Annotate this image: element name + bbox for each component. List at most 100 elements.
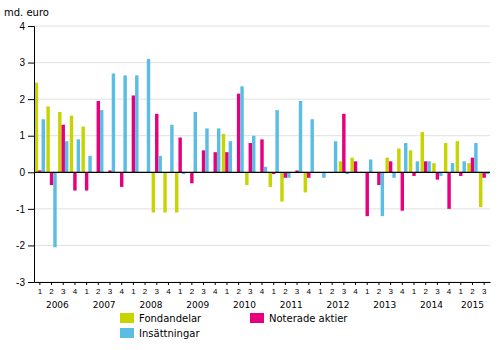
tick-label: 1 [38, 287, 43, 296]
tick-mark [297, 282, 298, 285]
bar [275, 110, 278, 172]
tick-label: 3 [201, 287, 206, 296]
x-tick: 1 [38, 282, 43, 296]
x-tick: 4 [307, 282, 312, 296]
x-tick: 3 [108, 282, 113, 296]
x-tick: 2 [330, 282, 335, 296]
x-tick: 1 [412, 282, 417, 296]
tick-mark [180, 282, 181, 285]
tick-label: 2 [96, 287, 101, 296]
bar [170, 125, 173, 173]
x-tick: 4 [353, 282, 358, 296]
tick-mark [472, 282, 473, 285]
tick-label: 3 [155, 287, 160, 296]
bar [421, 132, 424, 172]
bar [467, 163, 470, 172]
group-label: 2008 [139, 300, 162, 310]
x-tick: 2 [377, 282, 382, 296]
group-label: 2011 [280, 300, 303, 310]
y-tick: 0 [19, 167, 34, 178]
grid-line [34, 62, 490, 63]
bar [205, 128, 208, 172]
tick-mark [145, 282, 146, 285]
tick-label: 2 [330, 287, 335, 296]
bar [222, 134, 225, 172]
x-tick: 3 [482, 282, 487, 296]
bar [334, 141, 337, 172]
bars [35, 59, 490, 247]
bar [304, 172, 307, 192]
x-tick: 3 [201, 282, 206, 296]
bar [377, 172, 380, 185]
y-tick: -2 [16, 240, 34, 251]
x-tick: 4 [260, 282, 265, 296]
bar [245, 172, 248, 185]
bar [456, 141, 459, 172]
y-tick: -3 [16, 277, 34, 288]
tick-mark [63, 282, 64, 285]
tick-label: 1 [318, 287, 323, 296]
tick-mark [425, 282, 426, 285]
x-tick: 2 [423, 282, 428, 296]
bar [53, 172, 56, 247]
tick-label: 4 [73, 287, 78, 296]
bar [471, 158, 474, 173]
bar [214, 152, 217, 172]
tick-mark [110, 282, 111, 285]
bar [392, 172, 395, 177]
group-label: 2009 [186, 300, 209, 310]
bar [88, 156, 91, 172]
tick-label: 3 [482, 287, 487, 296]
group-label: 2015 [461, 300, 484, 310]
tick-mark [191, 282, 192, 285]
legend-item: Noterade aktier [250, 313, 348, 324]
x-tick: 2 [49, 282, 54, 296]
tick-label: 1 [412, 287, 417, 296]
bar [427, 161, 430, 172]
tick-label: 2 [19, 94, 25, 105]
bar [229, 141, 232, 172]
bar [280, 172, 283, 201]
x-axis: 123412341234123412341234123412341234123 [35, 282, 491, 296]
tick-label: 1 [271, 287, 276, 296]
grid-line [34, 208, 490, 209]
y-tick: 4 [19, 21, 34, 32]
x-tick: 2 [283, 282, 288, 296]
x-tick: 1 [365, 282, 370, 296]
tick-mark [168, 282, 169, 285]
bar [70, 116, 73, 173]
tick-label: 4 [213, 287, 218, 296]
bar [401, 172, 404, 210]
bar [46, 106, 49, 172]
tick-mark [390, 282, 391, 285]
tick-label: 2 [470, 287, 475, 296]
legend: FondandelarNoterade aktierInsättningar [120, 313, 348, 339]
tick-label: 4 [119, 287, 124, 296]
bar [194, 112, 197, 172]
legend-label: Insättningar [139, 328, 200, 339]
tick-label: 4 [353, 287, 358, 296]
bar [35, 83, 38, 173]
tick-mark [437, 282, 438, 285]
x-tick: 3 [248, 282, 253, 296]
tick-label: 2 [377, 287, 382, 296]
bar [350, 158, 353, 173]
tick-mark [343, 282, 344, 285]
bar [462, 161, 465, 172]
x-tick: 3 [295, 282, 300, 296]
y-axis: -3-2-101234 [16, 21, 34, 288]
tick-label: 4 [19, 21, 25, 32]
tick-label: 1 [84, 287, 89, 296]
bar [100, 110, 103, 172]
tick-label: 0 [19, 167, 25, 178]
tick-mark [449, 282, 450, 285]
tick-mark [378, 282, 379, 285]
tick-label: 3 [61, 287, 66, 296]
bar [354, 161, 357, 172]
tick-mark [484, 282, 485, 285]
legend-swatch [120, 328, 134, 338]
tick-label: 3 [388, 287, 393, 296]
tick-label: 4 [166, 287, 171, 296]
group-label: 2007 [93, 300, 116, 310]
x-tick: 2 [236, 282, 241, 296]
